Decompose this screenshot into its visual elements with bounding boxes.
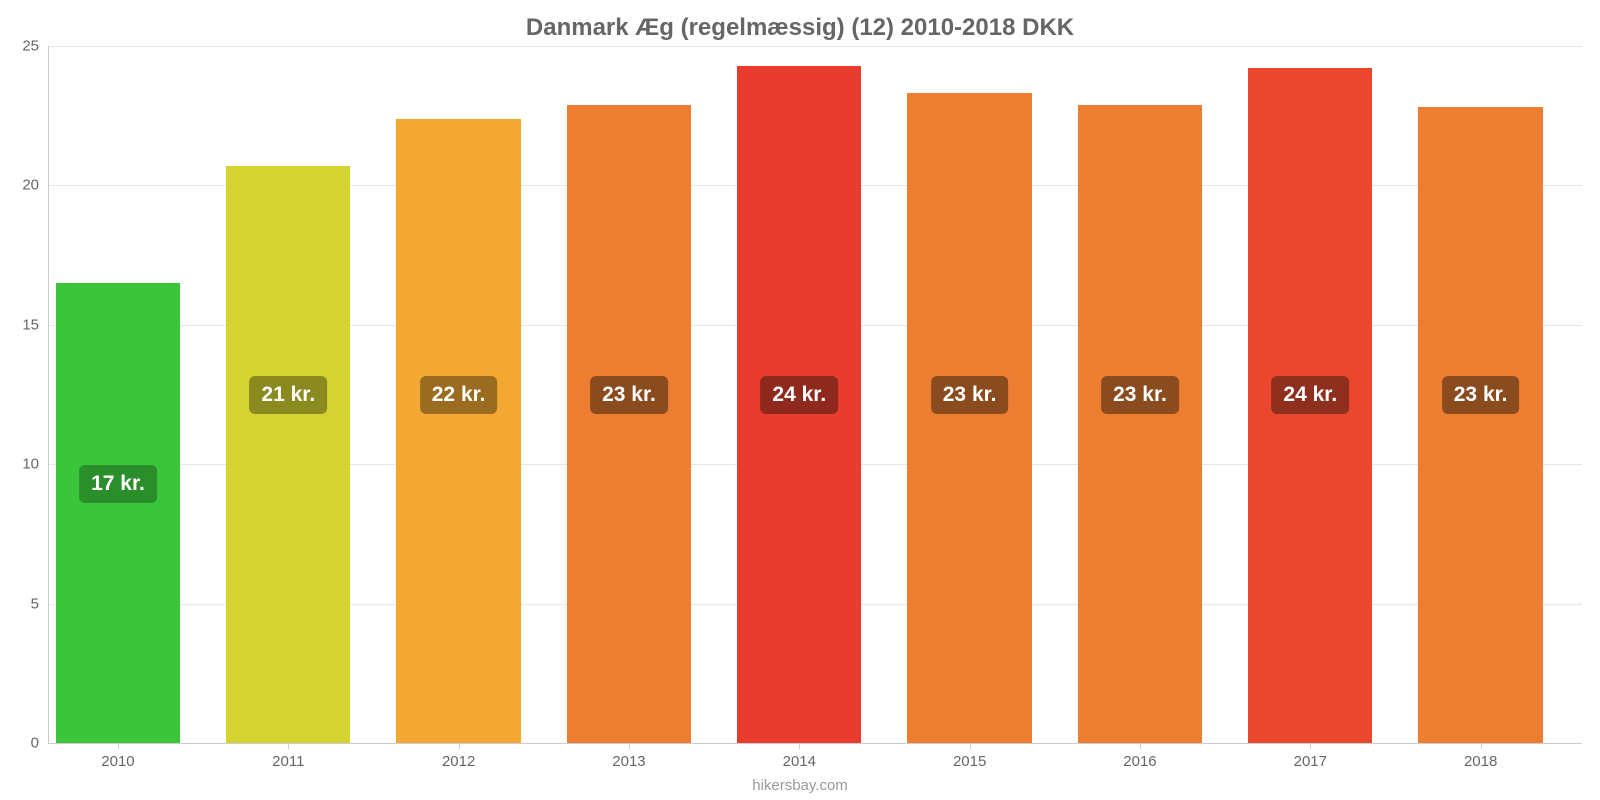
y-tick-label: 0 <box>31 735 49 752</box>
y-tick-label: 25 <box>22 38 49 55</box>
x-tick-label: 2010 <box>101 743 134 770</box>
x-tick-label: 2017 <box>1294 743 1327 770</box>
bar <box>396 119 520 744</box>
bar-value-label: 21 kr. <box>249 376 327 414</box>
x-tick-label: 2011 <box>272 743 304 770</box>
bar <box>1418 107 1542 743</box>
bar-value-label: 24 kr. <box>760 376 838 414</box>
y-tick-label: 5 <box>31 595 49 612</box>
y-tick-label: 20 <box>22 177 49 194</box>
bars-layer: 17 kr.201021 kr.201122 kr.201223 kr.2013… <box>49 46 1582 743</box>
plot-area: 0510152025 17 kr.201021 kr.201122 kr.201… <box>48 46 1582 744</box>
bar-slot: 22 kr.2012 <box>390 46 560 743</box>
bar-slot: 21 kr.2011 <box>219 46 389 743</box>
bar <box>56 283 180 743</box>
bar-value-label: 23 kr. <box>931 376 1009 414</box>
bar <box>907 93 1031 743</box>
bar-value-label: 24 kr. <box>1271 376 1349 414</box>
attribution-text: hikersbay.com <box>0 777 1600 794</box>
y-tick-label: 15 <box>22 316 49 333</box>
x-tick-label: 2018 <box>1464 743 1497 770</box>
chart-area: 0510152025 17 kr.201021 kr.201122 kr.201… <box>48 46 1582 744</box>
x-tick-label: 2013 <box>612 743 645 770</box>
x-tick-label: 2014 <box>783 743 816 770</box>
bar <box>1078 105 1202 743</box>
x-tick-label: 2012 <box>442 743 475 770</box>
bar-slot: 24 kr.2014 <box>730 46 900 743</box>
chart-title: Danmark Æg (regelmæssig) (12) 2010-2018 … <box>0 0 1600 48</box>
bar-value-label: 23 kr. <box>1101 376 1179 414</box>
bar-slot: 17 kr.2010 <box>49 46 219 743</box>
bar-slot: 23 kr.2013 <box>560 46 730 743</box>
bar-slot: 23 kr.2016 <box>1071 46 1241 743</box>
bar-value-label: 23 kr. <box>1442 376 1520 414</box>
bar <box>226 166 350 743</box>
x-tick-label: 2016 <box>1123 743 1156 770</box>
y-tick-label: 10 <box>22 456 49 473</box>
bar <box>567 105 691 743</box>
bar-value-label: 17 kr. <box>79 465 157 503</box>
bar-value-label: 23 kr. <box>590 376 668 414</box>
x-tick-label: 2015 <box>953 743 986 770</box>
bar-slot: 23 kr.2015 <box>901 46 1071 743</box>
bar-slot: 24 kr.2017 <box>1241 46 1411 743</box>
bar-slot: 23 kr.2018 <box>1412 46 1582 743</box>
bar-value-label: 22 kr. <box>420 376 498 414</box>
